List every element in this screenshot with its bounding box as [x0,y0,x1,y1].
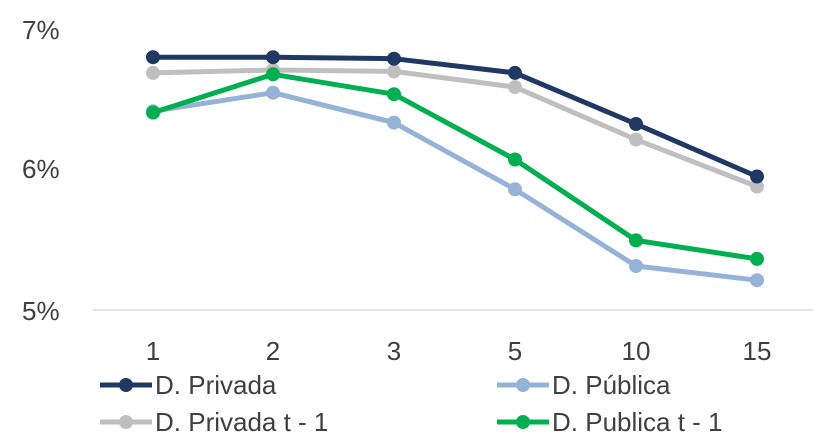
x-axis-tick-labels: 1 2 3 5 10 15 [146,336,772,366]
y-tick-label: 7% [22,15,60,45]
y-tick-label: 5% [22,296,60,326]
data-point-privada [508,65,522,80]
series-line-privada_t1 [150,67,760,189]
series-publica [146,85,764,288]
data-point-privada [629,117,643,131]
legend-label: D. Privada t - 1 [155,407,328,437]
legend-label: D. Publica t - 1 [552,407,723,437]
series-publica_t1 [146,67,764,266]
data-point-publica [508,182,522,197]
data-point-privada_t1 [508,80,522,95]
data-point-privada [146,50,160,65]
series-line-publica [150,90,760,283]
data-point-privada [266,50,280,65]
legend-label: D. Pública [552,370,671,400]
series-privada_t1 [146,63,764,194]
data-point-publica [750,273,764,288]
x-tick-label: 5 [508,336,522,366]
x-tick-label: 3 [387,336,401,366]
data-point-privada_t1 [387,64,401,79]
legend-item-privada_t1: D. Privada t - 1 [100,407,328,437]
legend-item-publica: D. Pública [497,370,671,400]
legend-item-publica_t1: D. Publica t - 1 [497,407,723,437]
data-point-privada_t1 [750,179,764,194]
data-point-publica [266,85,280,100]
plot-area [146,50,764,288]
data-point-privada [387,51,401,66]
series-line-publica_t1 [150,71,760,262]
legend-swatch-marker [516,378,530,392]
series-privada [146,50,764,184]
x-tick-label: 15 [743,336,772,366]
data-point-publica_t1 [629,233,643,248]
data-point-publica [387,115,401,130]
legend: D. Privada D. Pública D. Privada t - 1 D. P… [100,370,723,437]
x-tick-label: 2 [266,336,280,366]
legend-item-privada: D. Privada [100,370,277,400]
x-tick-label: 1 [146,336,160,366]
data-point-publica_t1 [266,67,280,82]
data-point-publica_t1 [387,87,401,102]
data-point-privada_t1 [629,132,643,147]
data-point-privada_t1 [146,65,160,80]
data-point-publica_t1 [750,251,764,266]
legend-swatch-marker [119,378,133,392]
legend-label: D. Privada [155,370,277,400]
data-point-publica [629,259,643,273]
data-point-privada [750,169,764,184]
x-tick-label: 10 [622,336,651,366]
legend-swatch-marker [516,415,530,429]
data-point-publica_t1 [146,105,160,120]
y-axis-tick-labels: 7% 6% 5% [22,15,60,326]
data-point-publica_t1 [508,152,522,167]
series-line-privada [150,54,760,179]
legend-swatch-marker [119,415,133,429]
y-tick-label: 6% [22,154,60,184]
